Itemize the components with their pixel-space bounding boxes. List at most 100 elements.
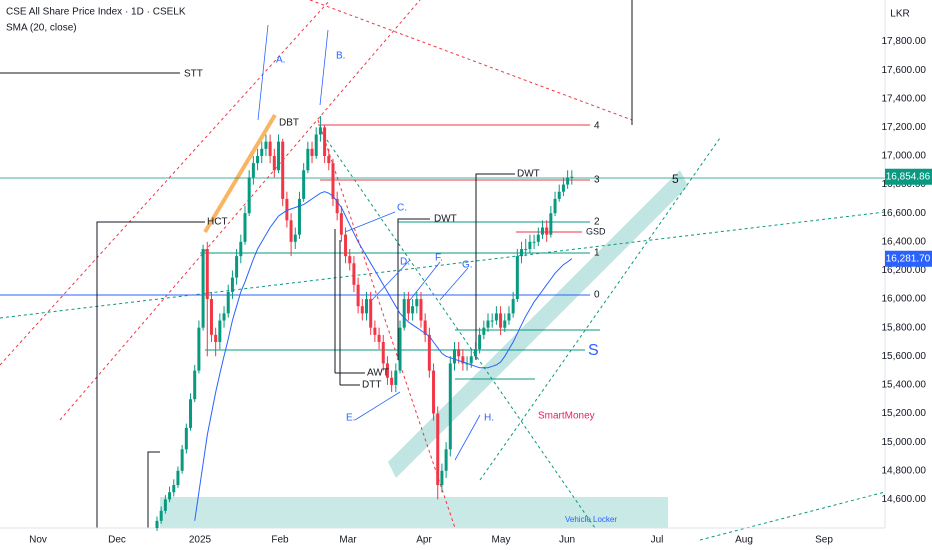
x-tick-label: Jul xyxy=(651,535,664,546)
annotation: SmartMoney xyxy=(538,411,595,422)
candle-body xyxy=(402,299,406,328)
candle-body xyxy=(536,234,540,242)
candle-body xyxy=(289,220,293,242)
annotation: F. xyxy=(435,253,443,264)
candle-body xyxy=(310,148,314,156)
price-badge xyxy=(885,168,932,185)
y-tick-label: 14,600.00 xyxy=(882,494,927,505)
y-tick-label: 17,800.00 xyxy=(882,36,927,47)
annotation: B. xyxy=(336,51,345,62)
trendline xyxy=(59,0,421,421)
y-tick-label: 17,000.00 xyxy=(882,151,927,162)
candle-body xyxy=(318,127,322,135)
candle-body xyxy=(256,155,260,164)
candle-body xyxy=(515,256,519,300)
annotation: GSD xyxy=(586,226,606,236)
candle-body xyxy=(423,320,427,335)
chart-title: CSE All Share Price Index · 1D · CSELK xyxy=(6,7,186,18)
x-tick-label: Sep xyxy=(815,535,833,546)
candle-body xyxy=(193,370,197,400)
candle-body xyxy=(163,499,167,511)
candle-body xyxy=(469,356,473,364)
y-tick-label: 15,600.00 xyxy=(882,351,927,362)
zone xyxy=(160,497,668,528)
candle-body xyxy=(507,313,511,321)
candle-body xyxy=(540,227,544,235)
candle-body xyxy=(268,141,272,156)
candle-body xyxy=(293,234,297,242)
trendline xyxy=(203,113,277,234)
trendline xyxy=(309,0,633,121)
candle-body xyxy=(373,327,377,335)
x-tick-label: Jun xyxy=(559,535,575,546)
y-tick-label: 17,400.00 xyxy=(882,93,927,104)
y-tick-label: 16,600.00 xyxy=(882,208,927,219)
candle-body xyxy=(335,198,339,214)
annotation: DBT xyxy=(279,118,299,129)
candle-body xyxy=(243,213,247,242)
candle-body xyxy=(427,334,431,371)
candle-body xyxy=(189,399,193,428)
candle-body xyxy=(457,349,461,357)
candle-body xyxy=(172,485,176,493)
y-tick-label: 15,200.00 xyxy=(882,408,927,419)
x-tick-label: Mar xyxy=(339,535,357,546)
candle-body xyxy=(344,234,348,257)
candle-body xyxy=(411,306,415,314)
annotation: E. xyxy=(346,413,355,424)
candle-body xyxy=(503,320,507,328)
candle-body xyxy=(222,313,226,321)
annotation: DWT xyxy=(517,169,540,180)
indicator-label: SMA (20, close) xyxy=(6,23,77,34)
annotation: A. xyxy=(276,55,285,66)
candle-body xyxy=(180,449,184,471)
y-tick-label: 17,600.00 xyxy=(882,65,927,76)
trendline xyxy=(319,129,596,529)
candle-body xyxy=(302,170,306,199)
candle-body xyxy=(369,299,373,328)
candle-body xyxy=(440,470,444,486)
annotation: C. xyxy=(397,203,407,214)
trendline xyxy=(317,119,456,529)
candle-body xyxy=(168,492,172,500)
x-tick-label: 2025 xyxy=(189,535,212,546)
x-tick-label: Feb xyxy=(271,535,289,546)
candle-body xyxy=(377,334,381,342)
candle-body xyxy=(365,299,368,314)
arrows xyxy=(257,24,481,461)
candle-body xyxy=(448,363,452,450)
candle-body xyxy=(260,148,264,156)
candle-body xyxy=(159,510,163,521)
price-badge xyxy=(885,250,932,267)
candle-body xyxy=(176,470,180,486)
annotation: DTT xyxy=(362,380,381,391)
candle-body xyxy=(494,313,498,321)
x-tick-label: Dec xyxy=(108,535,126,546)
candle-body xyxy=(561,184,565,192)
trendline xyxy=(0,211,886,319)
candle-body xyxy=(473,349,477,357)
candle-body xyxy=(360,306,364,314)
candle-body xyxy=(528,241,532,249)
candle-body xyxy=(306,148,310,171)
annotation: 3 xyxy=(594,175,600,186)
candle-body xyxy=(566,177,570,185)
annotation: 2 xyxy=(594,217,600,228)
candle-body xyxy=(339,213,343,235)
y-tick-label: 16,200.00 xyxy=(882,265,927,276)
candle-body xyxy=(247,177,251,214)
candle-body xyxy=(197,327,201,371)
candle-body xyxy=(381,341,385,364)
price-badge-label: 16,854.86 xyxy=(886,171,931,182)
candle-body xyxy=(155,520,159,528)
annotation: 4 xyxy=(594,121,600,132)
candle-body xyxy=(490,320,494,322)
candle-body xyxy=(209,299,213,335)
annotation: AWT xyxy=(367,368,389,379)
candle-body xyxy=(385,363,389,378)
candle-body xyxy=(214,334,218,342)
candle-body xyxy=(297,198,301,235)
annotation: G. xyxy=(462,260,473,271)
candle-body xyxy=(499,313,503,328)
candle-body xyxy=(314,134,318,156)
